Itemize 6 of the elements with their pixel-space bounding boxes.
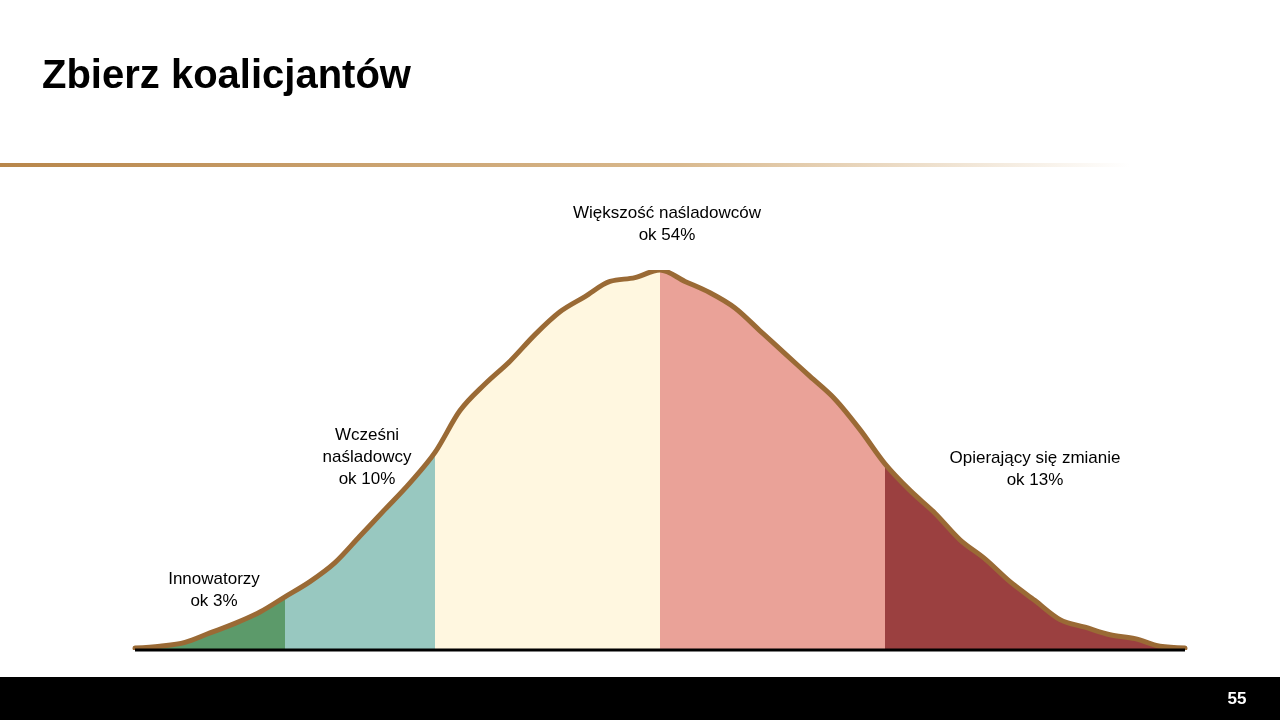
text: 55 xyxy=(1226,688,1248,710)
chart-title: Zbierz koalicjantów xyxy=(42,52,411,97)
annotation: Wcześni naśladowcy ok 10% xyxy=(321,424,413,490)
annotation: Opierający się zmianie ok 13% xyxy=(948,447,1122,491)
annotation: Innowatorzy ok 3% xyxy=(167,568,261,612)
text: Większość naśladowców ok 54% xyxy=(572,202,762,246)
